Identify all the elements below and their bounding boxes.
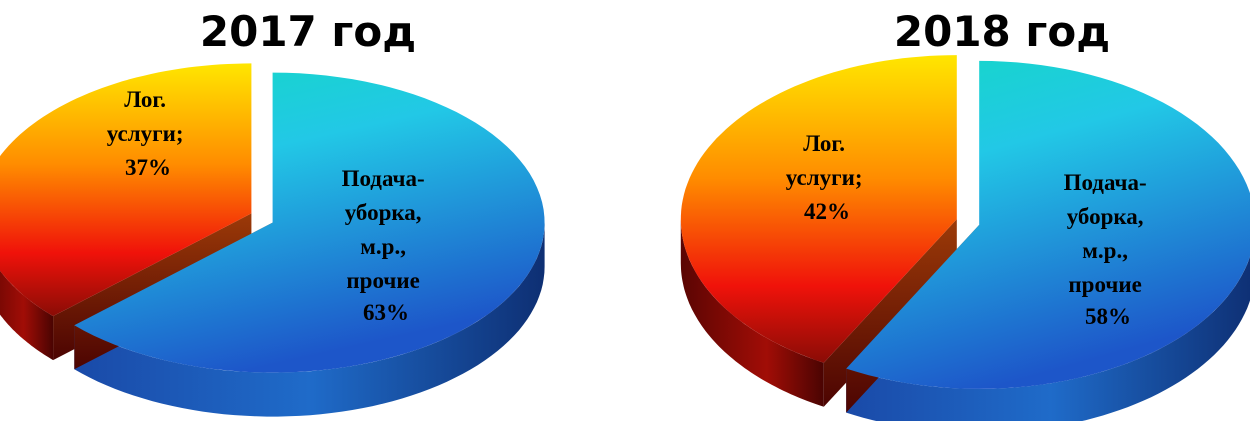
slice-value-label: 42% — [804, 199, 850, 224]
slice-value-label: 37% — [125, 155, 171, 180]
pie-slice-top — [0, 63, 252, 317]
slice-label-line: уборка, — [345, 200, 422, 225]
slice-label-logistics: Лог. услуги; 37% — [107, 87, 190, 180]
slice-label-line: уборка, — [1067, 204, 1144, 229]
pie-slice-top — [680, 55, 957, 363]
pie-slice-side — [846, 256, 1250, 421]
slice-value-label: 63% — [363, 300, 409, 325]
slice-label-logistics: Лог. услуги; 42% — [786, 131, 869, 224]
slice-label-dispatch: Подача- уборка, м.р., прочие 58% — [1064, 170, 1153, 329]
pie-slice-top — [846, 60, 1250, 389]
slice-label-dispatch: Подача- уборка, м.р., прочие 63% — [342, 166, 431, 325]
pie-slice-side — [74, 222, 545, 417]
pie-slice-side — [0, 270, 54, 361]
slice-label-line: Подача- — [342, 166, 425, 191]
pie-chart-2018: 2018 год Лог. услуги; 42% Подача- уборка… — [680, 7, 1250, 421]
slice-label-line: услуги; — [107, 121, 184, 146]
slice-value-label: 58% — [1085, 304, 1131, 329]
slice-label-line: Подача- — [1064, 170, 1147, 195]
slice-label-line: прочие — [1068, 272, 1141, 297]
slice-label-line: м.р., — [1082, 238, 1128, 263]
pie-chart-2017: 2017 год Лог. услуги; 37% Подача- уборка… — [0, 7, 545, 417]
pie-slice-side — [680, 219, 824, 407]
pie-slice-dispatch — [74, 72, 545, 417]
chart-title: 2018 год — [894, 7, 1110, 56]
chart-title: 2017 год — [200, 7, 416, 56]
slice-label-line: Лог. — [124, 87, 166, 112]
slice-label-line: м.р., — [360, 234, 406, 259]
pie-slice-dispatch — [846, 60, 1250, 421]
pie-slice-top — [74, 72, 545, 373]
slice-label-line: услуги; — [786, 165, 863, 190]
slice-label-line: прочие — [346, 268, 419, 293]
slice-label-line: Лог. — [803, 131, 845, 156]
